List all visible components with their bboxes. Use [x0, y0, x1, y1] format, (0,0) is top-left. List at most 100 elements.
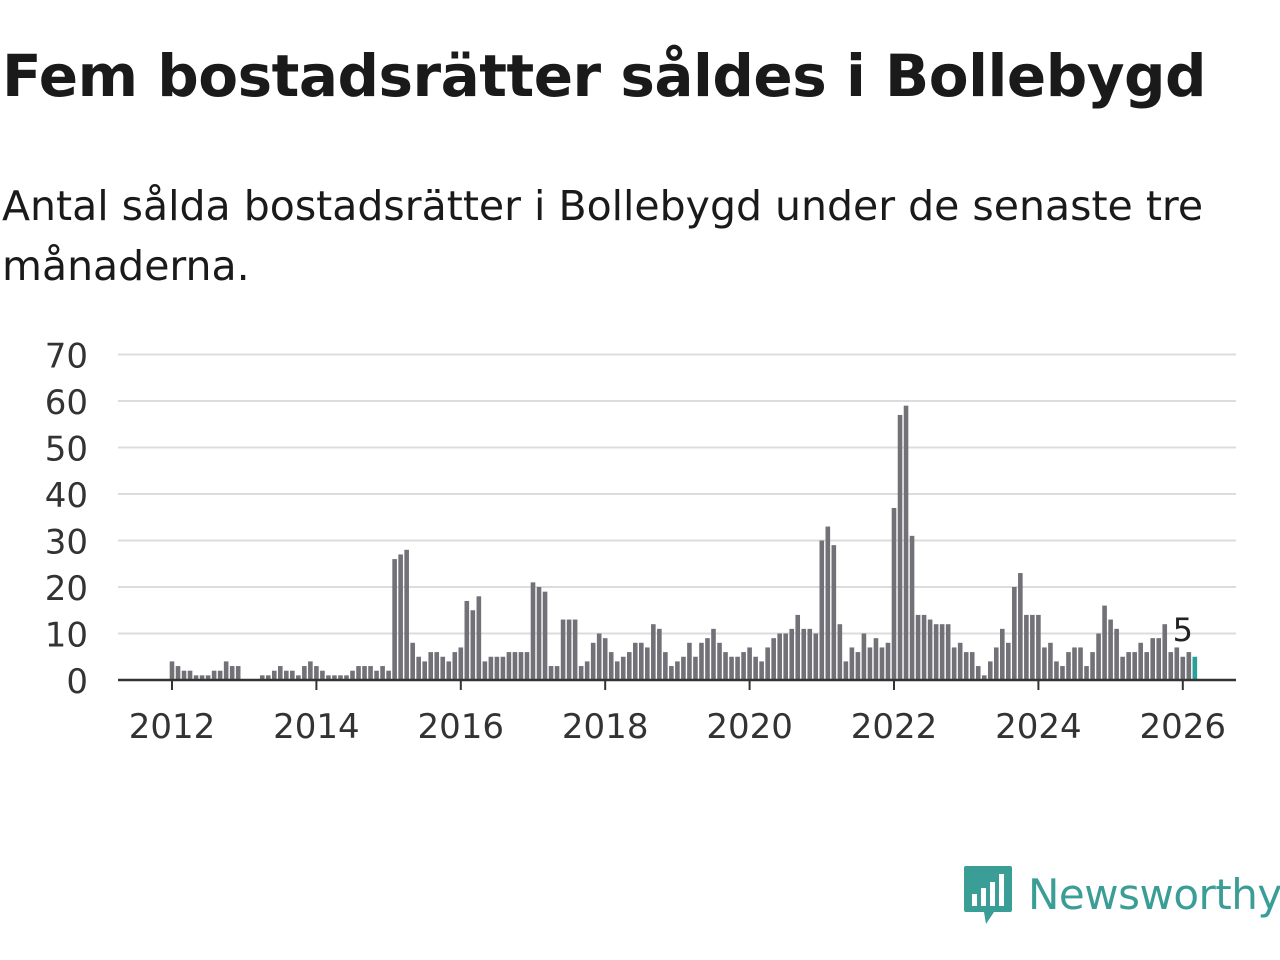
y-tick-label: 40 — [45, 476, 88, 516]
bar — [422, 661, 427, 680]
bar — [675, 661, 680, 680]
bar — [1162, 624, 1168, 680]
bar — [464, 600, 470, 680]
bar — [181, 670, 187, 680]
bar — [783, 633, 788, 680]
bar — [1036, 614, 1041, 680]
y-tick-label: 60 — [45, 383, 88, 423]
bar — [284, 670, 289, 680]
bar — [314, 666, 319, 680]
bar — [1078, 647, 1083, 680]
bar — [566, 619, 572, 680]
bar — [849, 647, 855, 680]
bar — [205, 675, 211, 680]
y-tick-label: 30 — [45, 523, 88, 563]
bar — [657, 628, 662, 680]
bar — [975, 666, 981, 680]
bar — [1012, 587, 1017, 680]
bar — [578, 666, 584, 680]
y-tick-label: 20 — [45, 569, 88, 609]
x-tick-label: 2014 — [273, 707, 360, 747]
bar — [843, 661, 849, 680]
bar — [278, 666, 283, 680]
bar — [632, 642, 638, 680]
bar — [957, 642, 963, 680]
bar — [290, 670, 295, 680]
chart-title: Fem bostadsrätter såldes i Bollebygd — [2, 42, 1207, 110]
bar — [951, 647, 957, 680]
bar — [404, 549, 409, 680]
bar — [1108, 619, 1113, 680]
bar — [518, 652, 524, 680]
bar — [482, 661, 488, 680]
bar — [217, 670, 223, 680]
bar — [344, 675, 349, 680]
y-tick-label: 0 — [66, 662, 88, 702]
bar — [741, 652, 746, 680]
x-tick-label: 2022 — [851, 707, 938, 747]
bar — [416, 656, 421, 680]
bar — [1132, 652, 1137, 680]
bar — [308, 661, 313, 680]
bar — [211, 670, 217, 680]
bar — [392, 559, 397, 680]
x-tick-label: 2016 — [418, 707, 505, 747]
bar — [229, 666, 235, 680]
bar — [981, 675, 987, 680]
x-tick-label: 2018 — [562, 707, 649, 747]
bar — [867, 647, 873, 680]
bar — [1066, 652, 1071, 680]
bar — [602, 638, 608, 680]
bar — [1060, 666, 1065, 680]
tick-labels: 0 10 20 30 40 50 60 70 2012 2014 2016 2018 2020 2022 2… — [45, 337, 1226, 748]
bar — [259, 675, 265, 680]
bar — [542, 591, 548, 680]
bar — [440, 656, 446, 680]
bar — [639, 642, 644, 680]
bar — [175, 666, 181, 680]
logo-text: Newsworthy — [1028, 870, 1280, 919]
y-tick-label: 70 — [45, 337, 88, 377]
bar — [963, 652, 969, 680]
bar — [909, 535, 915, 680]
bar — [536, 587, 542, 680]
bar — [717, 642, 722, 680]
bar — [193, 675, 199, 680]
bar — [169, 661, 175, 680]
bar — [548, 666, 554, 680]
bar — [560, 619, 566, 680]
bar — [223, 661, 229, 680]
bar — [831, 545, 837, 680]
bar — [801, 628, 807, 680]
bar — [1174, 647, 1180, 680]
bar — [735, 656, 740, 680]
bar — [699, 642, 704, 680]
bar — [446, 661, 452, 680]
bar — [771, 638, 776, 680]
x-tick-label: 2012 — [129, 707, 216, 747]
bar — [1180, 656, 1186, 680]
bar — [789, 628, 795, 680]
bar-latest — [1192, 656, 1198, 680]
bar — [879, 647, 885, 680]
bar — [512, 652, 518, 680]
bar — [320, 670, 325, 680]
bar — [723, 652, 728, 680]
bar — [199, 675, 205, 680]
bars — [169, 405, 1198, 680]
x-axis — [118, 678, 1236, 690]
value-annotation: 5 — [1173, 611, 1193, 649]
bar — [885, 642, 891, 680]
bar — [265, 675, 271, 680]
bar — [1006, 642, 1011, 680]
bar — [825, 526, 831, 680]
bar — [524, 652, 530, 680]
bar — [614, 661, 620, 680]
bar — [235, 666, 241, 680]
bar — [332, 675, 337, 680]
bar — [753, 656, 758, 680]
bar-chart-speech-bubble-icon — [964, 866, 1012, 924]
bar — [590, 642, 596, 680]
bar — [765, 647, 770, 680]
bar — [452, 652, 458, 680]
